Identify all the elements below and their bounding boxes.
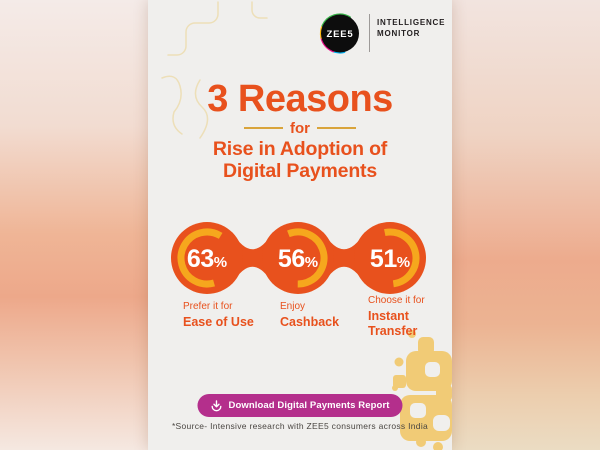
- source-note: *Source- Intensive research with ZEE5 co…: [171, 421, 429, 431]
- gauge-arc: [268, 228, 328, 288]
- gauge-value: 63%: [187, 245, 227, 273]
- page-title: 3 Reasons: [207, 78, 393, 120]
- gauge-value: 51%: [370, 245, 410, 273]
- download-icon: [211, 399, 222, 411]
- zee5-logo-text: ZEE5: [327, 29, 354, 40]
- page-subtitle: Rise in Adoption of Digital Payments: [148, 138, 452, 182]
- stat-label-cashback: Enjoy Cashback: [280, 301, 340, 329]
- gauge-arc: [177, 228, 237, 288]
- brand-divider: [369, 14, 370, 52]
- background-left: [0, 0, 150, 450]
- subtitle-line2: Digital Payments: [223, 160, 377, 182]
- stat-label-ease-of-use: Prefer it for Ease of Use: [183, 301, 254, 329]
- brand-label-line2: MONITOR: [377, 29, 421, 38]
- zee5-logo: ZEE5: [319, 13, 359, 54]
- chain-connector: [232, 232, 273, 284]
- background-right: [450, 0, 600, 450]
- connector-line-right: [317, 127, 356, 129]
- brand-label-line1: INTELLIGENCE: [377, 18, 446, 27]
- download-report-button[interactable]: Download Digital Payments Report: [197, 394, 403, 417]
- stat-label-instant-transfer: Choose it for Instant Transfer: [368, 295, 425, 338]
- zee5-logo-circle: [321, 14, 359, 53]
- brand-label: INTELLIGENCE MONITOR: [377, 17, 445, 39]
- title-connector: for: [290, 119, 310, 137]
- connector-line-left: [244, 127, 283, 129]
- title-connector-row: for: [148, 119, 452, 137]
- download-button-label: Download Digital Payments Report: [228, 400, 390, 411]
- infographic-poster: ZEE5 INTELLIGENCE MONITOR 3 Reasons for …: [148, 0, 452, 450]
- stats-chain: 63% 56% 51%: [171, 222, 426, 294]
- chain-connector: [323, 232, 365, 284]
- gauge-value: 56%: [278, 245, 318, 273]
- subtitle-line1: Rise in Adoption of: [212, 138, 388, 160]
- pixel-pattern-decoration: [392, 330, 452, 450]
